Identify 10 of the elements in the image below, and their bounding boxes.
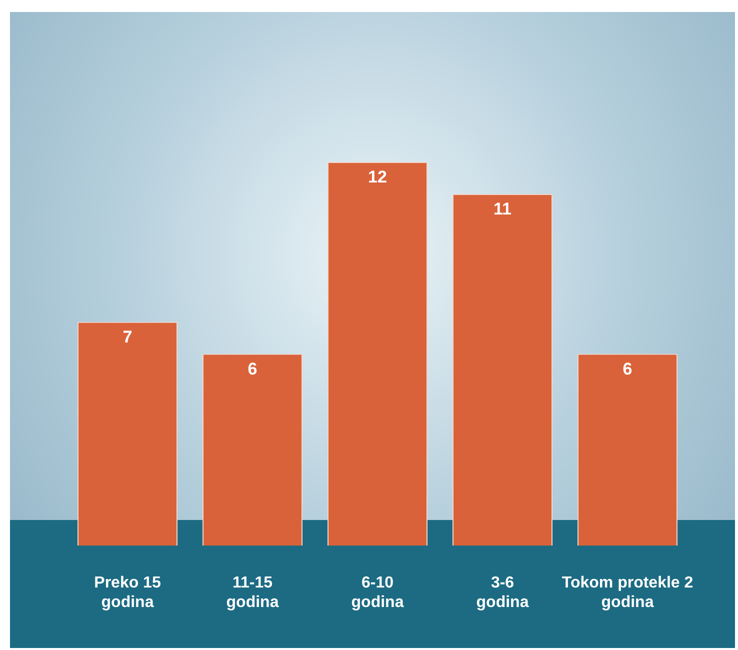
x-tick-label: 11-15 godina [226,574,279,611]
x-tick-label: Preko 15 godina [94,574,161,611]
x-tick-label: Tokom protekle 2 godina [562,574,694,611]
data-label: 12 [368,168,387,187]
x-tick-label: 3-6 godina [476,574,529,611]
data-label: 6 [248,359,258,378]
x-tick-label: 6-10 godina [351,574,404,611]
data-label: 6 [622,359,632,378]
data-label: 11 [494,200,512,219]
data-label: 7 [122,328,132,347]
